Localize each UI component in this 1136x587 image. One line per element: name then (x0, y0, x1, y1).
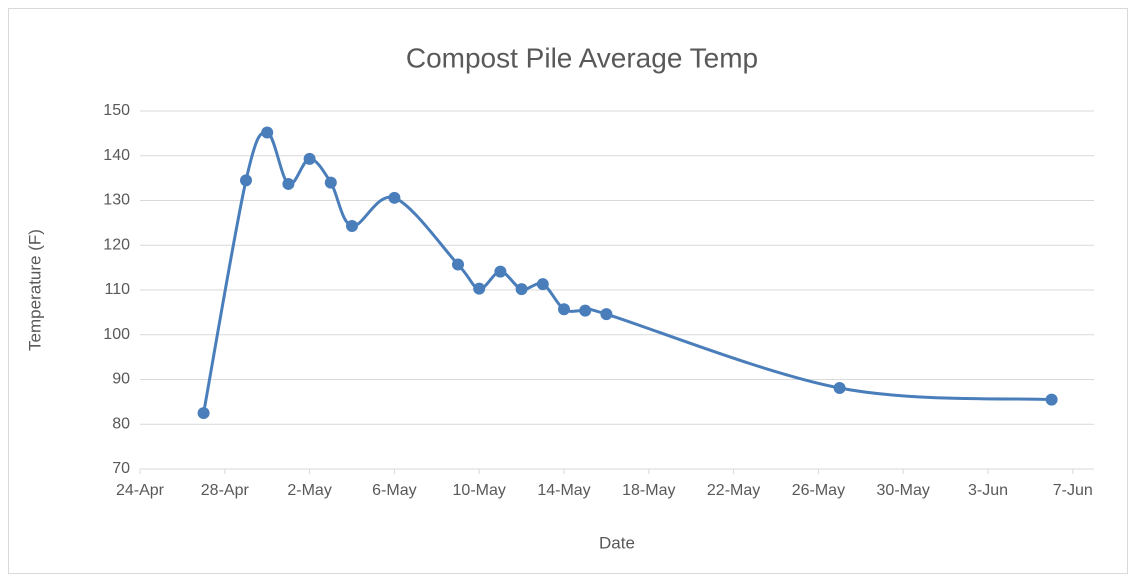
y-tick-label: 80 (112, 415, 130, 432)
data-point (303, 152, 316, 165)
data-point (1045, 393, 1058, 406)
chart-title: Compost Pile Average Temp (406, 42, 758, 73)
x-tick-label: 14-May (537, 482, 590, 499)
chart-border (8, 8, 1128, 574)
y-tick-label: 100 (103, 326, 130, 343)
data-point (536, 278, 549, 291)
data-point (324, 176, 337, 189)
data-point (240, 174, 252, 187)
data-point (473, 282, 486, 295)
x-tick-label: 28-Apr (201, 482, 250, 499)
x-tick-label: 22-May (707, 482, 760, 499)
y-tick-label: 70 (112, 460, 130, 477)
x-tick-label: 24-Apr (116, 482, 165, 499)
x-tick-label: 7-Jun (1053, 482, 1093, 499)
y-tick-label: 110 (104, 281, 130, 298)
data-point (261, 126, 274, 139)
x-tick-label: 30-May (877, 482, 930, 499)
y-tick-label: 90 (112, 371, 130, 388)
x-tick-label: 3-Jun (968, 482, 1008, 499)
y-tick-label: 130 (103, 192, 130, 209)
data-point (579, 304, 592, 317)
data-point (494, 265, 507, 278)
x-tick-label: 10-May (453, 482, 506, 499)
data-point (452, 258, 464, 271)
x-tick-label: 18-May (622, 482, 675, 499)
x-tick-label: 26-May (792, 482, 845, 499)
y-tick-label: 150 (103, 102, 130, 119)
x-tick-label: 2-May (287, 482, 331, 499)
y-axis-label: Temperature (F) (25, 229, 44, 351)
data-point (600, 308, 613, 321)
x-axis-label: Date (599, 533, 635, 552)
data-point (388, 191, 401, 204)
x-tick-label: 6-May (372, 482, 416, 499)
data-point (833, 382, 846, 395)
y-tick-label: 120 (103, 236, 130, 253)
data-point (515, 283, 528, 296)
data-point (282, 177, 295, 190)
data-point (558, 303, 570, 316)
data-point (346, 220, 358, 233)
y-tick-label: 140 (103, 147, 130, 164)
data-point (197, 407, 210, 420)
